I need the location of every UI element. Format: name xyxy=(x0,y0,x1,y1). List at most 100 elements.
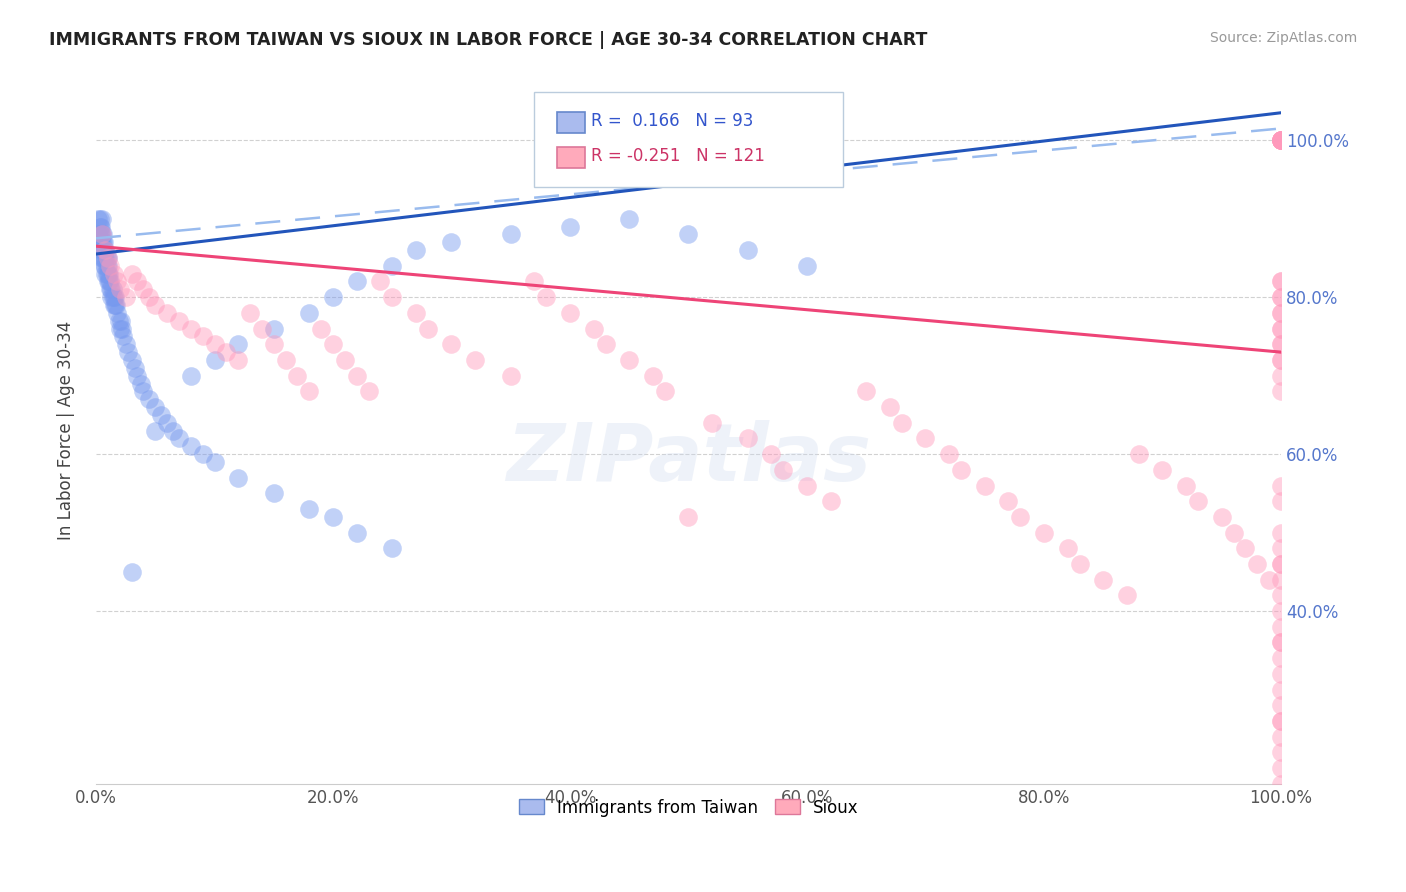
Point xyxy=(121,267,143,281)
Point xyxy=(1270,730,1292,744)
Point xyxy=(97,267,120,281)
Point xyxy=(1234,541,1257,556)
Point xyxy=(91,243,114,257)
Point xyxy=(94,243,117,257)
Point xyxy=(950,463,973,477)
Point xyxy=(499,368,522,383)
Point xyxy=(94,259,117,273)
Text: IMMIGRANTS FROM TAIWAN VS SIOUX IN LABOR FORCE | AGE 30-34 CORRELATION CHART: IMMIGRANTS FROM TAIWAN VS SIOUX IN LABOR… xyxy=(49,31,928,49)
Point xyxy=(132,282,155,296)
Point xyxy=(1270,337,1292,351)
Point xyxy=(405,243,427,257)
Point xyxy=(381,290,404,304)
Point xyxy=(226,471,249,485)
Point xyxy=(1270,337,1292,351)
Point xyxy=(94,267,117,281)
Point xyxy=(96,251,118,265)
Point xyxy=(112,329,135,343)
Point xyxy=(405,306,427,320)
Point xyxy=(89,227,111,242)
Point xyxy=(91,227,114,242)
Point xyxy=(90,243,112,257)
Point xyxy=(370,275,392,289)
Point xyxy=(89,219,111,234)
Point xyxy=(94,251,117,265)
Point xyxy=(381,541,404,556)
Point xyxy=(91,235,114,250)
Point xyxy=(121,565,143,579)
Point xyxy=(250,321,273,335)
Point xyxy=(1270,604,1292,618)
Point xyxy=(1270,321,1292,335)
Point xyxy=(98,259,121,273)
Text: ZIPatlas: ZIPatlas xyxy=(506,420,870,498)
Y-axis label: In Labor Force | Age 30-34: In Labor Force | Age 30-34 xyxy=(58,321,75,541)
Point xyxy=(180,321,202,335)
Point xyxy=(156,306,179,320)
Point xyxy=(1270,133,1292,147)
Point xyxy=(855,384,877,399)
Point xyxy=(333,353,356,368)
Point xyxy=(180,439,202,453)
Point xyxy=(595,337,617,351)
Point xyxy=(619,353,641,368)
Point xyxy=(96,267,118,281)
Point xyxy=(101,282,124,296)
Point xyxy=(499,227,522,242)
Point xyxy=(204,337,226,351)
Point xyxy=(97,251,120,265)
Point xyxy=(94,243,117,257)
Point xyxy=(1246,557,1268,571)
Legend: Immigrants from Taiwan, Sioux: Immigrants from Taiwan, Sioux xyxy=(510,790,866,825)
Point xyxy=(820,494,842,508)
Point xyxy=(91,227,114,242)
Point xyxy=(127,275,149,289)
Point xyxy=(90,219,112,234)
Point xyxy=(132,384,155,399)
Point xyxy=(1270,745,1292,759)
Point xyxy=(346,368,368,383)
Point xyxy=(737,432,759,446)
Point xyxy=(1270,384,1292,399)
Point xyxy=(180,368,202,383)
Point xyxy=(1270,290,1292,304)
Point xyxy=(89,211,111,226)
Point xyxy=(89,235,111,250)
Point xyxy=(1270,573,1292,587)
Point xyxy=(1092,573,1115,587)
Point xyxy=(381,259,404,273)
Point xyxy=(298,384,321,399)
Point xyxy=(215,345,238,359)
Point xyxy=(1270,698,1292,713)
Point xyxy=(1270,525,1292,540)
Point xyxy=(103,290,125,304)
Point xyxy=(1270,478,1292,492)
Point xyxy=(87,211,110,226)
Point xyxy=(558,306,581,320)
Point xyxy=(1270,651,1292,665)
Point xyxy=(702,416,724,430)
Point xyxy=(204,455,226,469)
Point xyxy=(91,243,114,257)
Point xyxy=(97,251,120,265)
Point xyxy=(309,321,332,335)
Point xyxy=(1270,635,1292,649)
Point xyxy=(1069,557,1091,571)
Point xyxy=(582,321,605,335)
Point xyxy=(1270,714,1292,728)
Point xyxy=(440,235,463,250)
Point xyxy=(111,321,134,335)
Point xyxy=(619,211,641,226)
Point xyxy=(558,219,581,234)
Point xyxy=(274,353,297,368)
Point xyxy=(1175,478,1198,492)
Point xyxy=(914,432,936,446)
Point xyxy=(93,235,115,250)
Point xyxy=(938,447,960,461)
Point xyxy=(1270,275,1292,289)
Point xyxy=(1270,557,1292,571)
Point xyxy=(464,353,486,368)
Point xyxy=(117,345,139,359)
Point xyxy=(104,298,127,312)
Point xyxy=(93,243,115,257)
